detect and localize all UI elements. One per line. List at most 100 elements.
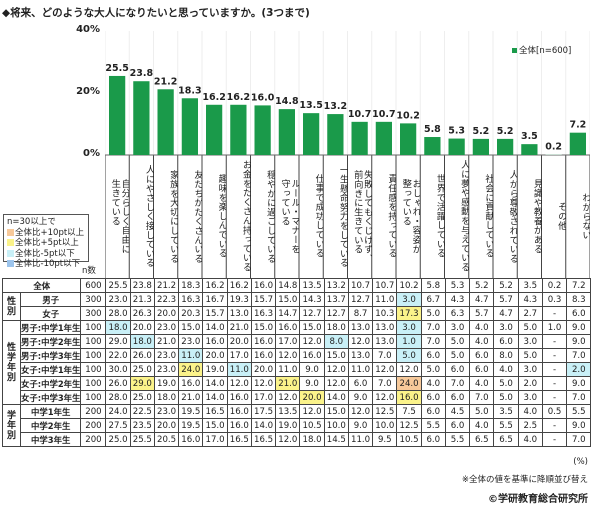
data-label: 23.8: [130, 68, 154, 79]
swatch-orange: [7, 228, 14, 236]
value-cell: 13.7: [323, 292, 349, 307]
value-cell: 5.5: [420, 418, 446, 433]
legend-item: 全体比+10pt以上: [7, 228, 85, 239]
value-cell: 15.0: [178, 320, 204, 335]
value-cell: 18.0: [105, 320, 131, 335]
value-cell: 10.0: [323, 418, 349, 433]
legend-item: 全体比-5pt以下: [7, 249, 85, 260]
value-cell: 12.0: [347, 334, 374, 349]
category-label: おしゃれ・容姿が 整っている: [400, 179, 420, 253]
value-cell: 3.0: [396, 292, 422, 307]
category-label: 穏やかに過ごしている: [265, 170, 275, 263]
value-cell: 16.0: [226, 404, 252, 419]
value-cell: 5.0: [517, 320, 543, 335]
value-cell: 7.0: [372, 348, 398, 363]
data-label: 14.8: [275, 96, 299, 107]
value-cell: 17.0: [202, 432, 228, 447]
value-cell: 5.5: [493, 418, 519, 433]
value-cell: 12.0: [299, 404, 325, 419]
table-row: 性 学 年 別男子:中学1年生 100 18.0 20.0 23.0 15.0 14.0 21…: [2, 320, 592, 405]
data-label: 10.2: [396, 110, 419, 121]
value-cell: 17.5: [250, 404, 277, 419]
bar: [351, 121, 368, 155]
value-cell: 8.0: [493, 348, 519, 363]
value-cell: 16.0: [178, 376, 204, 391]
value-cell: 25.5: [105, 278, 131, 293]
sort-note: ※全体の値を基準に降順並び替え: [461, 475, 588, 485]
bar: [497, 138, 514, 155]
value-cell: 4.0: [469, 376, 495, 391]
value-cell: 16.0: [178, 432, 204, 447]
value-cell: 4.3: [517, 292, 543, 307]
value-cell: 9.0: [299, 362, 325, 377]
value-cell: 3.0: [517, 362, 543, 377]
value-cell: 13.0: [372, 334, 398, 349]
value-cell: 4.7: [493, 306, 519, 321]
legend-swatch: [512, 47, 517, 53]
value-cell: 23.0: [153, 404, 180, 419]
value-cell: 12.0: [226, 376, 252, 391]
value-cell: 26.0: [129, 348, 155, 363]
value-cell: 21.0: [226, 320, 252, 335]
value-cell: 4.5: [444, 404, 471, 419]
row-label: 中学2年生: [19, 418, 82, 433]
value-cell: -: [541, 432, 568, 447]
value-cell: 20.0: [129, 320, 155, 335]
category-label: 見識や教養がある: [532, 179, 542, 253]
value-cell: 14.0: [202, 320, 228, 335]
value-cell: 2.7: [517, 306, 543, 321]
group-label: 学 年 別: [2, 404, 21, 447]
value-cell: 13.0: [347, 320, 374, 335]
row-label: 男子: [19, 292, 82, 307]
value-cell: -: [541, 362, 568, 377]
n-cell: 300: [80, 292, 107, 307]
data-label: 13.2: [324, 101, 347, 112]
value-cell: 15.7: [250, 292, 277, 307]
value-cell: 10.2: [396, 278, 422, 293]
unit-label: (%): [573, 457, 588, 467]
category-label: 自分らしく自由に 生きている: [109, 179, 129, 253]
data-label: 16.2: [227, 92, 250, 103]
value-cell: 13.2: [323, 278, 349, 293]
table-row: 全体 600 25.5 23.8 21.2 18.3 16.2 16.2 16.0 14.8 13.…: [1, 278, 592, 293]
chart-title: ◆将来、どのような大人になりたいと思っていますか。(3つまで): [2, 7, 310, 19]
value-cell: 3.0: [444, 320, 471, 335]
table-row: 性 別男子 300 23.0 21.3 22.3 16.3 16.7 19.3 15.7 15.0…: [2, 292, 592, 321]
value-cell: 6.0: [420, 348, 446, 363]
value-cell: 16.0: [250, 278, 277, 293]
value-cell: 12.5: [396, 418, 422, 433]
value-cell: -: [541, 418, 568, 433]
value-cell: 11.0: [347, 432, 374, 447]
value-cell: 2.5: [517, 418, 543, 433]
value-cell: 16.2: [226, 278, 252, 293]
value-cell: 14.0: [202, 376, 228, 391]
value-cell: 12.0: [347, 404, 374, 419]
value-cell: 23.5: [129, 418, 155, 433]
row-label: 中学3年生: [19, 432, 82, 447]
bar: [157, 89, 174, 155]
value-cell: 4.0: [469, 334, 495, 349]
value-cell: 13.0: [226, 306, 252, 321]
value-cell: 12.0: [372, 390, 398, 405]
value-cell: 16.3: [250, 306, 277, 321]
value-cell: 16.0: [226, 418, 252, 433]
category-label: わからない: [580, 193, 590, 240]
value-cell: 6.0: [347, 376, 374, 391]
row-label: 男子:中学1年生: [19, 320, 82, 335]
value-cell: 25.0: [105, 432, 131, 447]
value-cell: 13.0: [347, 348, 374, 363]
bar: [424, 137, 441, 155]
value-cell: 19.0: [153, 376, 180, 391]
value-cell: 17.3: [396, 306, 422, 321]
data-label: 18.3: [178, 85, 201, 96]
value-cell: 5.0: [493, 390, 519, 405]
value-cell: 5.7: [469, 306, 495, 321]
data-label: 10.7: [348, 109, 371, 120]
value-cell: 4.0: [469, 320, 495, 335]
value-cell: 20.0: [226, 334, 252, 349]
copyright: ©学研教育総合研究所: [488, 494, 588, 505]
value-cell: 2.0: [517, 376, 543, 391]
n-cell: 300: [80, 306, 107, 321]
legend-item-label: 全体比-5pt以下: [15, 248, 75, 259]
bar: [400, 123, 417, 155]
